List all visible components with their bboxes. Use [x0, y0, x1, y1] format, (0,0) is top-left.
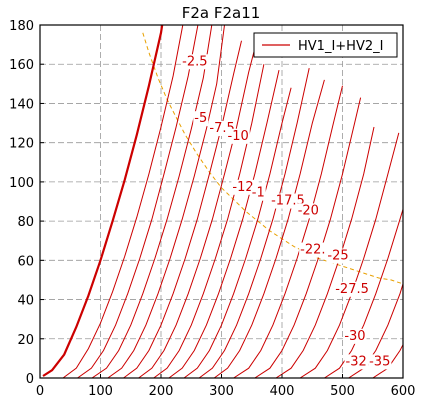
plate-curve [324, 209, 403, 378]
curve-label-background [368, 354, 392, 370]
y-tick-label: 180 [9, 19, 34, 34]
curve-label: -1 [252, 186, 265, 201]
plate-curve [107, 25, 225, 378]
curve-label-background [193, 111, 209, 127]
plate-curves [42, 25, 403, 378]
y-tick-label: 120 [9, 137, 34, 152]
curve-label-background [226, 128, 250, 144]
y-tick-label: 140 [9, 97, 34, 112]
y-tick-label: 160 [9, 58, 34, 73]
plate-curve [77, 25, 199, 378]
curve-label: -25 [327, 248, 348, 263]
curve-label: -10 [228, 129, 249, 144]
curve-label-background [326, 248, 350, 264]
x-tick-label: 600 [391, 384, 416, 399]
curve-label-background [181, 54, 209, 70]
y-tick-label: 0 [26, 372, 34, 387]
curve-label-background [343, 328, 367, 344]
x-tick-label: 500 [330, 384, 355, 399]
curve-label-background [334, 281, 370, 297]
plate-curve [62, 25, 184, 378]
curve-label: -2.5 [182, 54, 207, 69]
plate-curve [213, 79, 325, 378]
plate-curve [138, 48, 256, 378]
chart-title: F2a F2a11 [182, 4, 261, 22]
x-tick-label: 200 [149, 384, 174, 399]
y-axis: 0 20 40 60 80 100 120 140 160 180 [9, 19, 44, 387]
plate-curve [183, 87, 292, 378]
plate-curve [123, 40, 242, 378]
y-tick-label: 40 [17, 294, 34, 309]
y-tick-label: 60 [17, 254, 34, 269]
plate-curve [233, 85, 343, 378]
plate-curve [254, 97, 362, 378]
legend-label: HV1_I+HV2_I [298, 39, 383, 54]
plate-curve [275, 126, 375, 378]
curve-label: -5 [194, 111, 207, 126]
y-tick-label: 80 [17, 215, 34, 230]
plate-curve [198, 67, 310, 378]
y-tick-label: 20 [17, 333, 34, 348]
x-axis: 0 100 200 300 400 500 600 [36, 374, 416, 399]
curve-label: -32. [346, 354, 371, 369]
x-tick-label: 0 [36, 384, 44, 399]
curve-labels: -2.5-5-7.5-10-12.-1-17.5-20-22. -25-27.5-… [181, 54, 392, 370]
curve-label: -22. [300, 243, 325, 258]
plate-curve [372, 344, 403, 378]
legend: HV1_I+HV2_I [253, 32, 398, 58]
y-tick-label: 100 [9, 176, 34, 191]
curve-label-background [296, 203, 320, 219]
curve-label-background [299, 242, 327, 258]
curve-label-background [250, 185, 266, 201]
plate-curve [348, 283, 403, 378]
curve-label: -35 [369, 354, 390, 369]
x-tick-label: 300 [209, 384, 234, 399]
plate-curve [42, 25, 164, 377]
dissipation-curve [142, 32, 403, 285]
plate-curve [168, 69, 280, 378]
curve-label: -17.5 [271, 194, 305, 209]
x-tick-label: 100 [88, 384, 113, 399]
curve-label: -27.5 [335, 282, 369, 297]
plate-curve [153, 64, 265, 378]
x-tick-label: 400 [270, 384, 295, 399]
curve-label-background [344, 354, 372, 370]
curve-label: -20 [298, 203, 319, 218]
curve-label: -30 [344, 329, 365, 344]
